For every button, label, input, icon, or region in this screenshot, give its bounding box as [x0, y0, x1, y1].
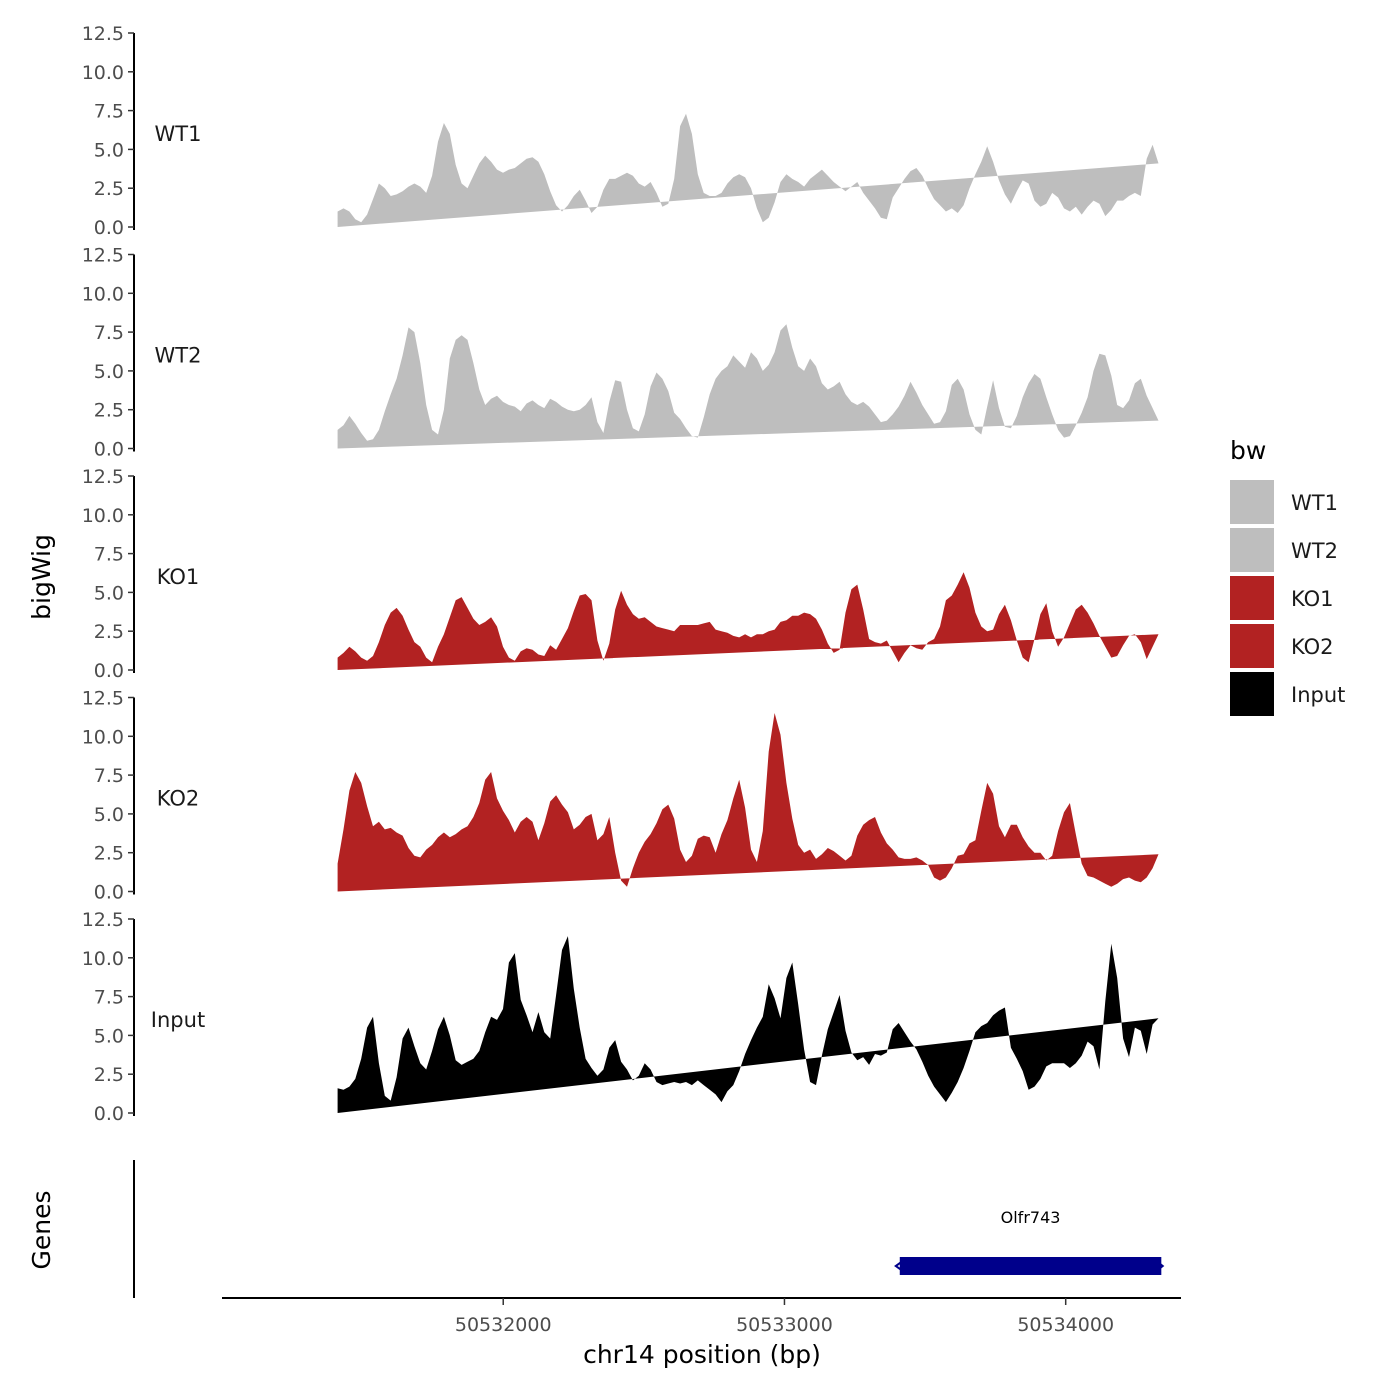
gene-label: Olfr743 [1001, 1208, 1061, 1227]
x-tick-label: 50532000 [455, 1314, 552, 1336]
gene-body [899, 1257, 1162, 1275]
legend-label: WT1 [1291, 491, 1338, 515]
y-tick-label: 2.5 [94, 1064, 124, 1086]
y-tick-label: 5.0 [94, 582, 124, 604]
y-tick-label: 12.5 [82, 909, 124, 931]
x-tick-label: 50533000 [736, 1314, 833, 1336]
y-tick-label: 10.0 [82, 283, 124, 305]
y-tick-label: 0.0 [94, 1103, 124, 1125]
legend-swatch [1230, 672, 1274, 716]
gene-end-cap [1159, 1262, 1165, 1270]
y-tick-label: 5.0 [94, 804, 124, 826]
y-tick-label: 7.5 [94, 987, 124, 1009]
y-tick-label: 7.5 [94, 765, 124, 787]
gene-olfr743: Olfr743 [894, 1208, 1165, 1275]
x-axis: 50532000 50533000 50534000 [222, 1297, 1181, 1336]
y-axis-title: bigWig [27, 534, 56, 620]
y-tick-label: 2.5 [94, 621, 124, 643]
legend-item-ko2: KO2 [1230, 624, 1334, 668]
legend-swatch [1230, 576, 1274, 620]
y-tick-label: 0.0 [94, 660, 124, 682]
track-label: WT1 [155, 122, 202, 146]
y-tick-label: 7.5 [94, 322, 124, 344]
area-ko2 [337, 713, 1159, 892]
track-ko2: 0.0 2.5 5.0 7.5 10.0 12.5 KO2 [82, 688, 1159, 904]
y-tick-label: 10.0 [82, 62, 124, 84]
y-tick-label: 2.5 [94, 843, 124, 865]
area-ko1 [337, 572, 1159, 670]
gene-axis-title: Genes [27, 1190, 56, 1269]
strand-arrow [894, 1260, 904, 1272]
track-label: WT2 [155, 344, 202, 368]
area-wt1 [337, 113, 1159, 227]
y-tick-label: 5.0 [94, 139, 124, 161]
track-wt2: 0.0 2.5 5.0 7.5 10.0 12.5 WT2 [82, 245, 1159, 461]
legend-title: bw [1230, 436, 1266, 465]
y-tick-label: 12.5 [82, 466, 124, 488]
area-wt2 [337, 324, 1159, 449]
y-tick-label: 10.0 [82, 505, 124, 527]
y-tick-label: 5.0 [94, 361, 124, 383]
y-tick-label: 7.5 [94, 101, 124, 123]
y-tick-label: 0.0 [94, 439, 124, 461]
x-axis-title: chr14 position (bp) [583, 1340, 821, 1369]
legend: bw WT1 WT2 KO1 KO2 Input [1230, 436, 1345, 716]
legend-swatch [1230, 528, 1274, 572]
y-tick-label: 12.5 [82, 245, 124, 267]
legend-label: KO1 [1291, 587, 1334, 611]
area-input [337, 936, 1159, 1113]
track-wt1: 0.0 2.5 5.0 7.5 10.0 12.5 WT1 [82, 23, 1159, 239]
y-tick-label: 12.5 [82, 23, 124, 45]
legend-item-wt1: WT1 [1230, 480, 1338, 524]
legend-swatch [1230, 480, 1274, 524]
track-label: Input [151, 1008, 205, 1032]
legend-label: WT2 [1291, 539, 1338, 563]
y-tick-label: 0.0 [94, 217, 124, 239]
legend-label: Input [1291, 683, 1345, 707]
y-tick-label: 12.5 [82, 688, 124, 710]
legend-item-input: Input [1230, 672, 1345, 716]
track-input: 0.0 2.5 5.0 7.5 10.0 12.5 Input [82, 909, 1159, 1125]
track-ko1: 0.0 2.5 5.0 7.5 10.0 12.5 KO1 [82, 466, 1159, 682]
track-label: KO1 [157, 565, 200, 589]
x-tick-label: 50534000 [1017, 1314, 1114, 1336]
y-tick-label: 7.5 [94, 544, 124, 566]
y-tick-label: 10.0 [82, 726, 124, 748]
y-tick-label: 0.0 [94, 882, 124, 904]
legend-swatch [1230, 624, 1274, 668]
legend-label: KO2 [1291, 635, 1334, 659]
gene-panel: Olfr743 [133, 1160, 1165, 1298]
y-tick-label: 5.0 [94, 1025, 124, 1047]
y-tick-label: 10.0 [82, 948, 124, 970]
legend-item-ko1: KO1 [1230, 576, 1334, 620]
track-label: KO2 [157, 787, 200, 811]
legend-item-wt2: WT2 [1230, 528, 1338, 572]
y-tick-label: 2.5 [94, 178, 124, 200]
y-tick-label: 2.5 [94, 400, 124, 422]
coverage-tracks: 0.0 2.5 5.0 7.5 10.0 12.5 WT1 0.0 2.5 5.0 7.5 10.0 1… [82, 23, 1159, 1125]
